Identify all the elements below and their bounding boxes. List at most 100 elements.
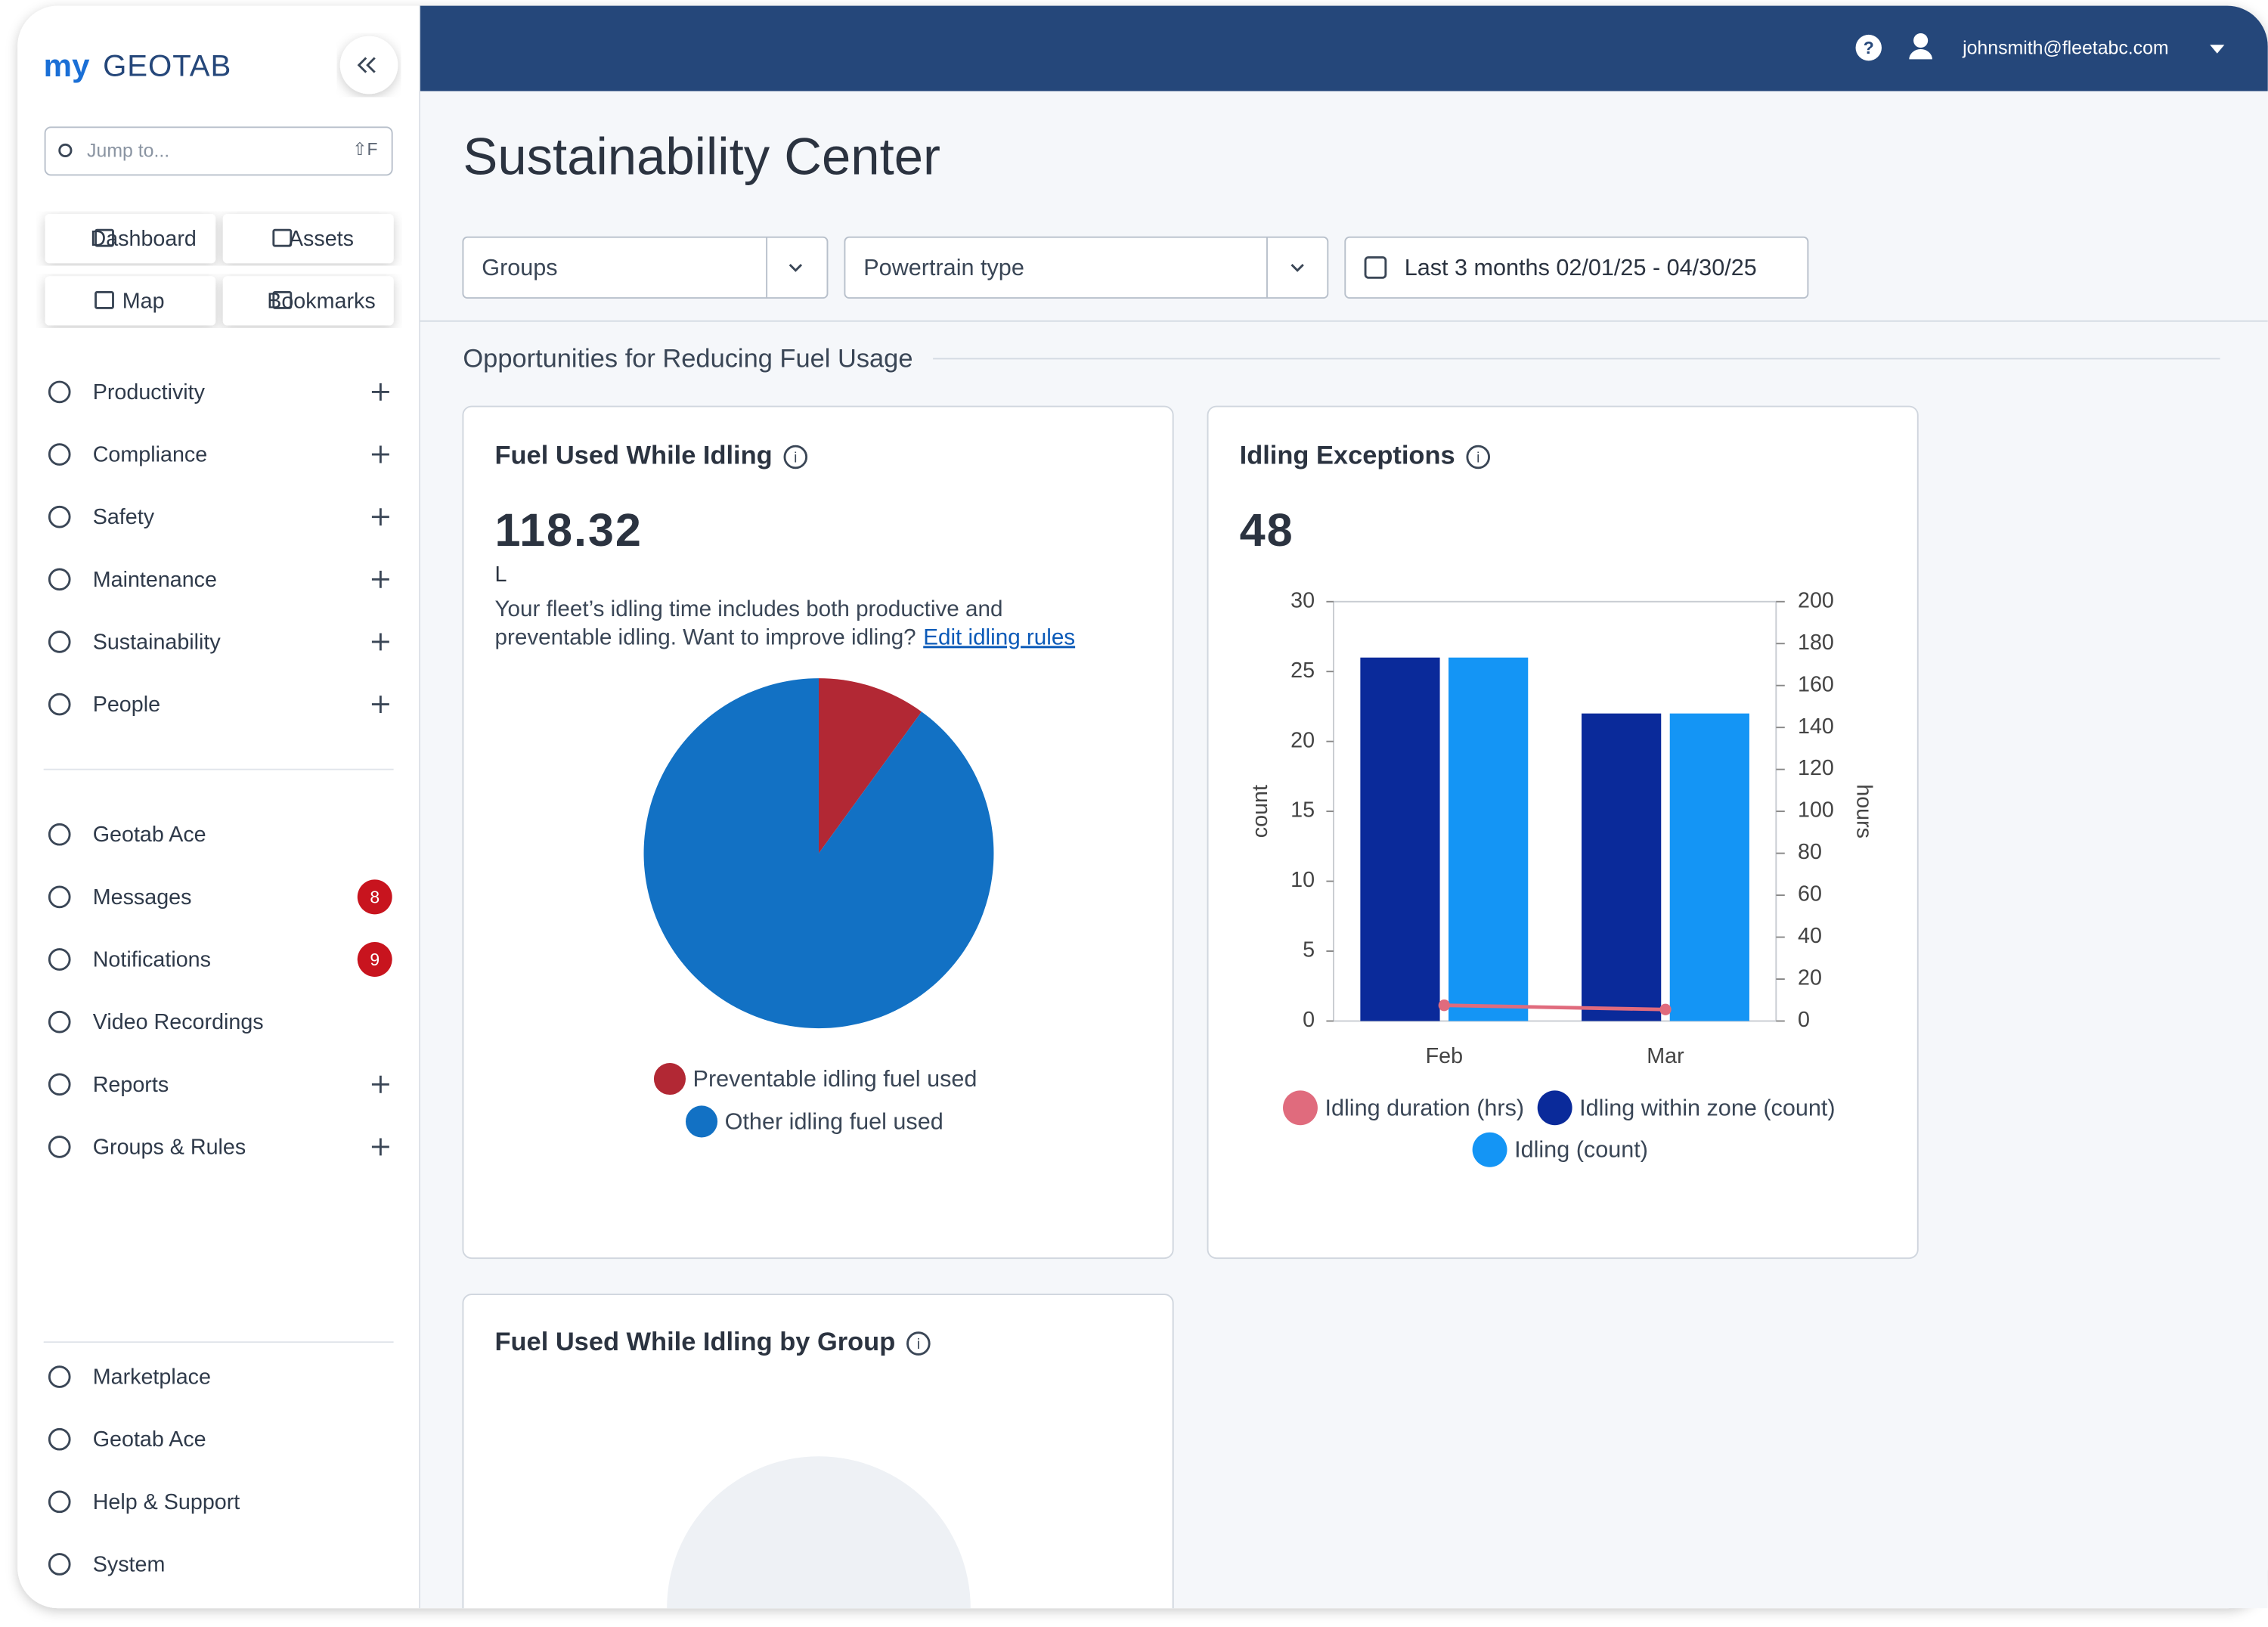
user-icon[interactable] xyxy=(1913,33,1929,48)
card-title: Idling Exceptions xyxy=(1240,442,1455,470)
legend-swatch xyxy=(1283,1090,1318,1126)
nav-label[interactable]: System xyxy=(93,1552,166,1576)
nav-label[interactable]: Notifications xyxy=(93,948,211,972)
nav-label[interactable]: Messages xyxy=(93,885,192,910)
nav-label[interactable]: Productivity xyxy=(93,380,206,404)
info-icon[interactable] xyxy=(1466,445,1491,470)
y2-axis-label: hours xyxy=(1852,784,1876,838)
nav-label[interactable]: Help & Support xyxy=(93,1490,240,1514)
y-tick-label: 0 xyxy=(1303,1008,1315,1032)
kpi-value: 118.32 xyxy=(495,504,643,556)
y-tick-label: 20 xyxy=(1290,728,1315,752)
help-icon[interactable] xyxy=(1855,34,1882,61)
nav-icon xyxy=(48,1010,71,1034)
quick-link-label: Map xyxy=(122,289,165,313)
quick-link[interactable] xyxy=(45,214,216,264)
badge-count: 9 xyxy=(370,950,380,969)
nav-label[interactable]: Maintenance xyxy=(93,568,217,592)
nav-icon xyxy=(48,380,71,404)
quick-link[interactable] xyxy=(45,276,216,326)
y2-tick-label: 0 xyxy=(1798,1008,1810,1032)
y-tick-label: 15 xyxy=(1290,798,1315,823)
kpi-value: 48 xyxy=(1240,504,1294,556)
quick-link-label: Bookmarks xyxy=(267,289,375,313)
expand-icon[interactable] xyxy=(371,1138,389,1156)
quick-link[interactable] xyxy=(222,276,394,326)
nav-label[interactable]: Safety xyxy=(93,505,155,529)
y2-tick-label: 80 xyxy=(1798,840,1822,864)
description: Your fleet’s idling time includes both p… xyxy=(495,597,1003,621)
expand-icon[interactable] xyxy=(371,570,389,588)
user-icon-body xyxy=(1909,49,1932,60)
badge xyxy=(357,879,392,915)
nav-label[interactable]: Sustainability xyxy=(93,630,222,654)
y-tick-label: 25 xyxy=(1290,659,1315,683)
y2-tick-label: 160 xyxy=(1798,672,1834,696)
legend-label: Idling (count) xyxy=(1514,1137,1648,1163)
page-title: Sustainability Center xyxy=(463,128,940,186)
groups-filter-label: Groups xyxy=(482,255,557,280)
loading-placeholder xyxy=(667,1456,971,1609)
card xyxy=(1207,405,1919,1260)
nav-label[interactable]: Compliance xyxy=(93,443,207,467)
line-point xyxy=(1438,999,1450,1012)
nav-label[interactable]: Geotab Ace xyxy=(93,823,206,847)
powertrain-filter[interactable] xyxy=(844,236,1329,299)
quick-link-icon xyxy=(94,228,114,247)
dropdown-icon xyxy=(789,264,803,272)
nav-label[interactable]: Video Recordings xyxy=(93,1010,264,1034)
info-icon[interactable] xyxy=(906,1331,931,1356)
user-email[interactable]: johnsmith@fleetabc.com xyxy=(1962,38,2169,59)
nav-icon xyxy=(48,885,71,909)
logo-name: GEOTAB xyxy=(103,49,231,83)
expand-icon[interactable] xyxy=(371,383,389,401)
search-icon xyxy=(58,143,73,158)
groups-filter[interactable] xyxy=(462,236,829,299)
y2-tick-label: 140 xyxy=(1798,714,1834,739)
nav-icon xyxy=(48,1427,71,1451)
expand-icon[interactable] xyxy=(371,508,389,526)
kpi-unit: L xyxy=(495,562,507,587)
line-point xyxy=(1659,1003,1672,1015)
x-tick-label: Mar xyxy=(1647,1044,1684,1068)
date-filter[interactable] xyxy=(1344,236,1809,299)
help-glyph: ? xyxy=(1864,38,1874,57)
y-tick-label: 10 xyxy=(1290,868,1315,892)
info-icon[interactable] xyxy=(783,445,808,470)
y-tick-label: 30 xyxy=(1290,588,1315,612)
info-glyph: i xyxy=(1476,450,1479,466)
calendar-icon xyxy=(1364,256,1387,279)
section-title: Opportunities for Reducing Fuel Usage xyxy=(463,344,912,373)
nav-label[interactable]: Geotab Ace xyxy=(93,1427,206,1452)
quick-link[interactable] xyxy=(222,214,394,264)
nav-icon xyxy=(48,948,71,971)
user-menu-caret[interactable] xyxy=(2210,45,2225,54)
expand-icon[interactable] xyxy=(371,445,389,463)
nav-label[interactable]: Marketplace xyxy=(93,1365,211,1390)
quick-link-label: Dashboard xyxy=(90,227,196,251)
line-series xyxy=(1444,1003,1666,1012)
collapse-icon xyxy=(357,57,376,73)
badge-count: 8 xyxy=(370,887,380,906)
nav-icon xyxy=(48,1136,71,1158)
search-box[interactable] xyxy=(44,126,393,176)
expand-icon[interactable] xyxy=(371,696,389,714)
expand-icon[interactable] xyxy=(371,633,389,651)
top-bar xyxy=(420,5,2268,91)
y-tick-label: 5 xyxy=(1303,938,1315,962)
logo-prefix: my xyxy=(44,48,90,83)
card-title: Fuel Used While Idling by Group xyxy=(495,1328,896,1356)
y2-tick-label: 40 xyxy=(1798,924,1822,948)
expand-icon[interactable] xyxy=(371,1075,389,1093)
x-tick-label: Feb xyxy=(1426,1044,1463,1068)
edit-link[interactable]: Edit idling rules xyxy=(923,624,1075,649)
dropdown-icon xyxy=(1290,264,1304,272)
nav-label[interactable]: Reports xyxy=(93,1073,169,1097)
nav-icon xyxy=(48,1365,71,1388)
nav-label[interactable]: Groups & Rules xyxy=(93,1135,246,1159)
nav-label[interactable]: People xyxy=(93,693,160,717)
info-glyph: i xyxy=(917,1337,920,1353)
quick-link-icon xyxy=(272,228,293,247)
